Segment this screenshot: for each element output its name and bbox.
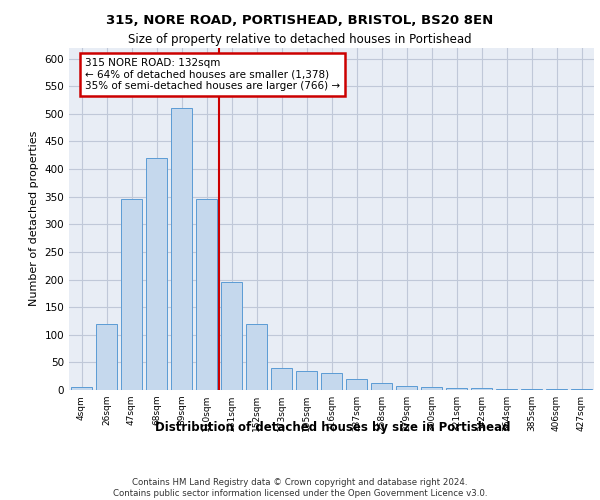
Bar xyxy=(546,389,567,390)
Bar xyxy=(221,282,242,390)
Text: 315 NORE ROAD: 132sqm
← 64% of detached houses are smaller (1,378)
35% of semi-d: 315 NORE ROAD: 132sqm ← 64% of detached … xyxy=(85,58,340,91)
Text: Distribution of detached houses by size in Portishead: Distribution of detached houses by size … xyxy=(155,421,511,434)
Bar xyxy=(146,158,167,390)
Bar xyxy=(471,388,492,390)
Bar xyxy=(196,200,217,390)
Bar xyxy=(421,387,442,390)
Bar xyxy=(521,389,542,390)
Bar xyxy=(396,386,417,390)
Bar xyxy=(246,324,267,390)
Bar xyxy=(271,368,292,390)
Text: 315, NORE ROAD, PORTISHEAD, BRISTOL, BS20 8EN: 315, NORE ROAD, PORTISHEAD, BRISTOL, BS2… xyxy=(106,14,494,27)
Bar xyxy=(496,389,517,390)
Y-axis label: Number of detached properties: Number of detached properties xyxy=(29,131,39,306)
Bar xyxy=(446,388,467,390)
Bar xyxy=(346,379,367,390)
Bar xyxy=(321,374,342,390)
Bar xyxy=(96,324,117,390)
Bar xyxy=(371,384,392,390)
Text: Size of property relative to detached houses in Portishead: Size of property relative to detached ho… xyxy=(128,32,472,46)
Bar xyxy=(296,370,317,390)
Bar xyxy=(121,200,142,390)
Text: Contains HM Land Registry data © Crown copyright and database right 2024.
Contai: Contains HM Land Registry data © Crown c… xyxy=(113,478,487,498)
Bar xyxy=(71,387,92,390)
Bar xyxy=(171,108,192,390)
